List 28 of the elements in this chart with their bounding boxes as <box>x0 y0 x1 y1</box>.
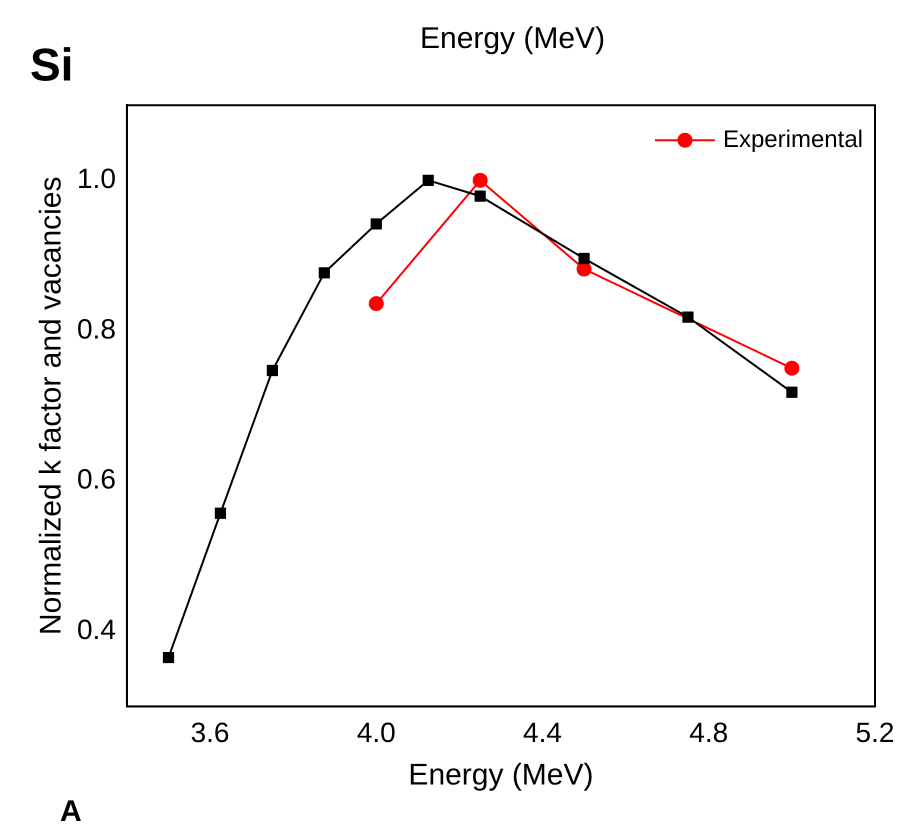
chart-title: Si <box>30 38 74 90</box>
point <box>784 360 800 376</box>
point <box>162 652 174 664</box>
y-tick-label: 0.6 <box>76 464 116 495</box>
y-tick-label: 0.8 <box>76 313 116 344</box>
text: Energy (MeV) <box>420 22 606 56</box>
legend-label: Experimental <box>722 126 863 153</box>
point <box>578 252 590 264</box>
point <box>682 312 694 323</box>
x-tick-label: 4.8 <box>689 716 728 748</box>
y-tick-label: 0.4 <box>76 614 116 645</box>
y-tick-label: 1.0 <box>76 163 116 194</box>
point <box>318 267 330 278</box>
x-tick-label: 3.6 <box>190 716 230 748</box>
x-axis-title: Energy (MeV) <box>408 758 594 792</box>
text: A <box>60 795 82 829</box>
point <box>214 508 226 519</box>
point <box>474 190 486 202</box>
x-tick-label: 4.4 <box>523 716 562 748</box>
x-tick-label: 4.0 <box>356 716 396 748</box>
point <box>786 386 798 398</box>
x-tick-label: 5.2 <box>856 716 894 748</box>
point <box>472 172 488 188</box>
y-axis-title: Normalized k factor and vacancies <box>34 176 68 636</box>
point <box>266 364 278 376</box>
point <box>368 296 384 312</box>
point <box>422 174 434 186</box>
point <box>370 218 382 230</box>
